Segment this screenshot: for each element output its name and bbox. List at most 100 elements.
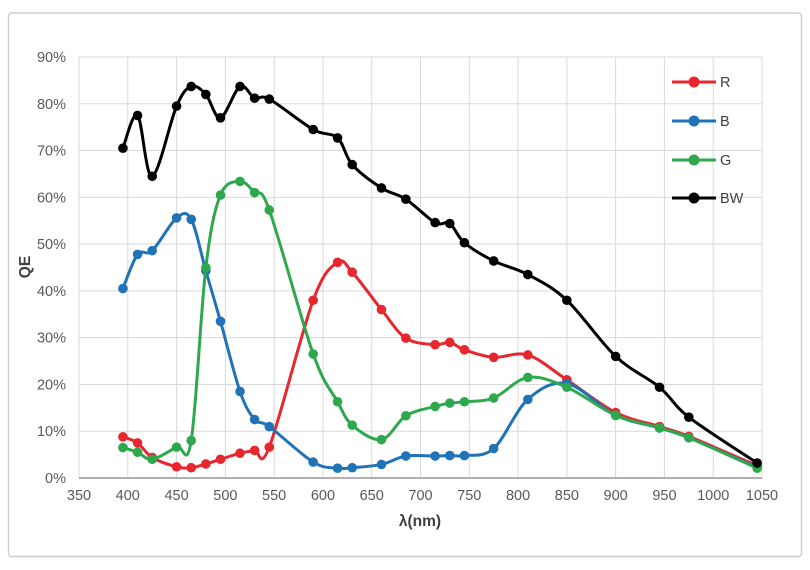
data-point-B [347, 462, 358, 473]
x-tick-label: 750 [457, 488, 481, 504]
data-point-R [376, 304, 387, 315]
data-point-BW [332, 133, 343, 143]
data-point-G [264, 205, 275, 215]
data-point-B [171, 213, 182, 223]
data-point-BW [444, 218, 455, 229]
x-tick-label: 950 [652, 488, 676, 504]
x-tick-label: 550 [262, 488, 286, 504]
data-point-G [654, 423, 665, 433]
legend: R B G BW [672, 75, 744, 207]
y-tick-label: 90% [37, 50, 66, 66]
axis-tick-labels: 350 400 450 500 550 600 650 700 750 800 850 900 950 1… [37, 50, 778, 504]
data-point-BW [376, 183, 387, 193]
data-point-R [201, 459, 211, 469]
data-point-BW [562, 295, 572, 306]
data-point-BW [186, 81, 197, 92]
data-point-G [147, 454, 157, 465]
y-tick-label: 40% [37, 284, 66, 300]
data-series [118, 81, 762, 473]
data-point-R [235, 448, 245, 459]
chart-border [7, 12, 803, 558]
x-tick-label: 500 [213, 488, 237, 504]
data-point-G [347, 420, 358, 430]
data-point-G [118, 442, 128, 453]
x-axis-title: λ(nm) [399, 513, 441, 530]
data-point-G [459, 396, 470, 407]
data-point-B [332, 463, 343, 473]
data-point-B [186, 214, 197, 225]
x-tick-label: 350 [67, 488, 91, 504]
data-point-G [562, 382, 572, 393]
legend-item-B: B [672, 114, 730, 130]
data-point-R [249, 445, 260, 456]
y-tick-label: 80% [37, 97, 66, 113]
data-point-BW [201, 89, 211, 100]
data-point-BW [610, 351, 621, 362]
legend-item-G: G [672, 153, 731, 169]
data-point-B [376, 459, 387, 470]
data-point-BW [488, 256, 499, 266]
y-tick-label: 60% [37, 190, 66, 206]
data-point-BW [132, 110, 143, 121]
data-point-BW [459, 237, 470, 248]
data-point-G [186, 435, 197, 446]
x-tick-label: 850 [555, 488, 579, 504]
data-point-G [610, 410, 621, 421]
data-point-B [459, 450, 470, 461]
data-point-BW [523, 269, 533, 280]
data-point-G [249, 187, 260, 198]
data-point-G [308, 349, 318, 359]
chart-frame [7, 12, 803, 558]
data-point-BW [752, 458, 762, 468]
y-tick-label: 50% [37, 237, 66, 253]
data-point-R [264, 442, 275, 452]
legend-label-R: R [720, 75, 730, 91]
y-axis-title: QE [17, 256, 34, 278]
data-point-BW [118, 143, 128, 154]
x-tick-label: 1000 [697, 488, 729, 504]
x-tick-label: 900 [604, 488, 628, 504]
data-point-B [488, 443, 499, 454]
y-tick-label: 10% [37, 424, 66, 440]
data-point-G [235, 176, 245, 187]
legend-item-R: R [672, 75, 730, 91]
data-point-B [401, 451, 411, 461]
legend-marker-BW [688, 192, 700, 204]
data-point-BW [401, 194, 411, 205]
data-point-BW [430, 217, 440, 228]
series-G [118, 176, 762, 473]
data-point-G [430, 401, 440, 412]
data-point-G [488, 393, 499, 403]
data-point-B [523, 394, 533, 405]
data-point-R [118, 432, 128, 442]
data-point-R [444, 337, 455, 348]
data-point-G [401, 410, 411, 421]
data-point-B [264, 421, 275, 432]
data-point-R [332, 257, 343, 268]
data-point-BW [684, 412, 694, 422]
y-tick-label: 70% [37, 144, 66, 160]
data-point-BW [249, 93, 260, 103]
data-point-BW [264, 94, 275, 104]
data-point-G [523, 372, 533, 383]
x-tick-label: 650 [360, 488, 384, 504]
x-tick-label: 450 [164, 488, 188, 504]
series-BW [118, 81, 762, 468]
x-tick-label: 600 [311, 488, 335, 504]
data-point-G [444, 398, 455, 408]
data-point-G [171, 442, 182, 452]
data-point-G [376, 434, 387, 445]
gridlines [78, 56, 763, 479]
data-point-B [215, 316, 226, 327]
data-point-R [308, 295, 318, 306]
legend-marker-G [688, 154, 700, 166]
legend-label-B: B [720, 114, 730, 130]
data-point-B [118, 283, 128, 294]
data-point-R [488, 352, 499, 363]
data-point-B [235, 386, 245, 397]
data-point-R [215, 454, 226, 465]
data-point-G [215, 190, 226, 200]
data-point-BW [147, 171, 157, 182]
